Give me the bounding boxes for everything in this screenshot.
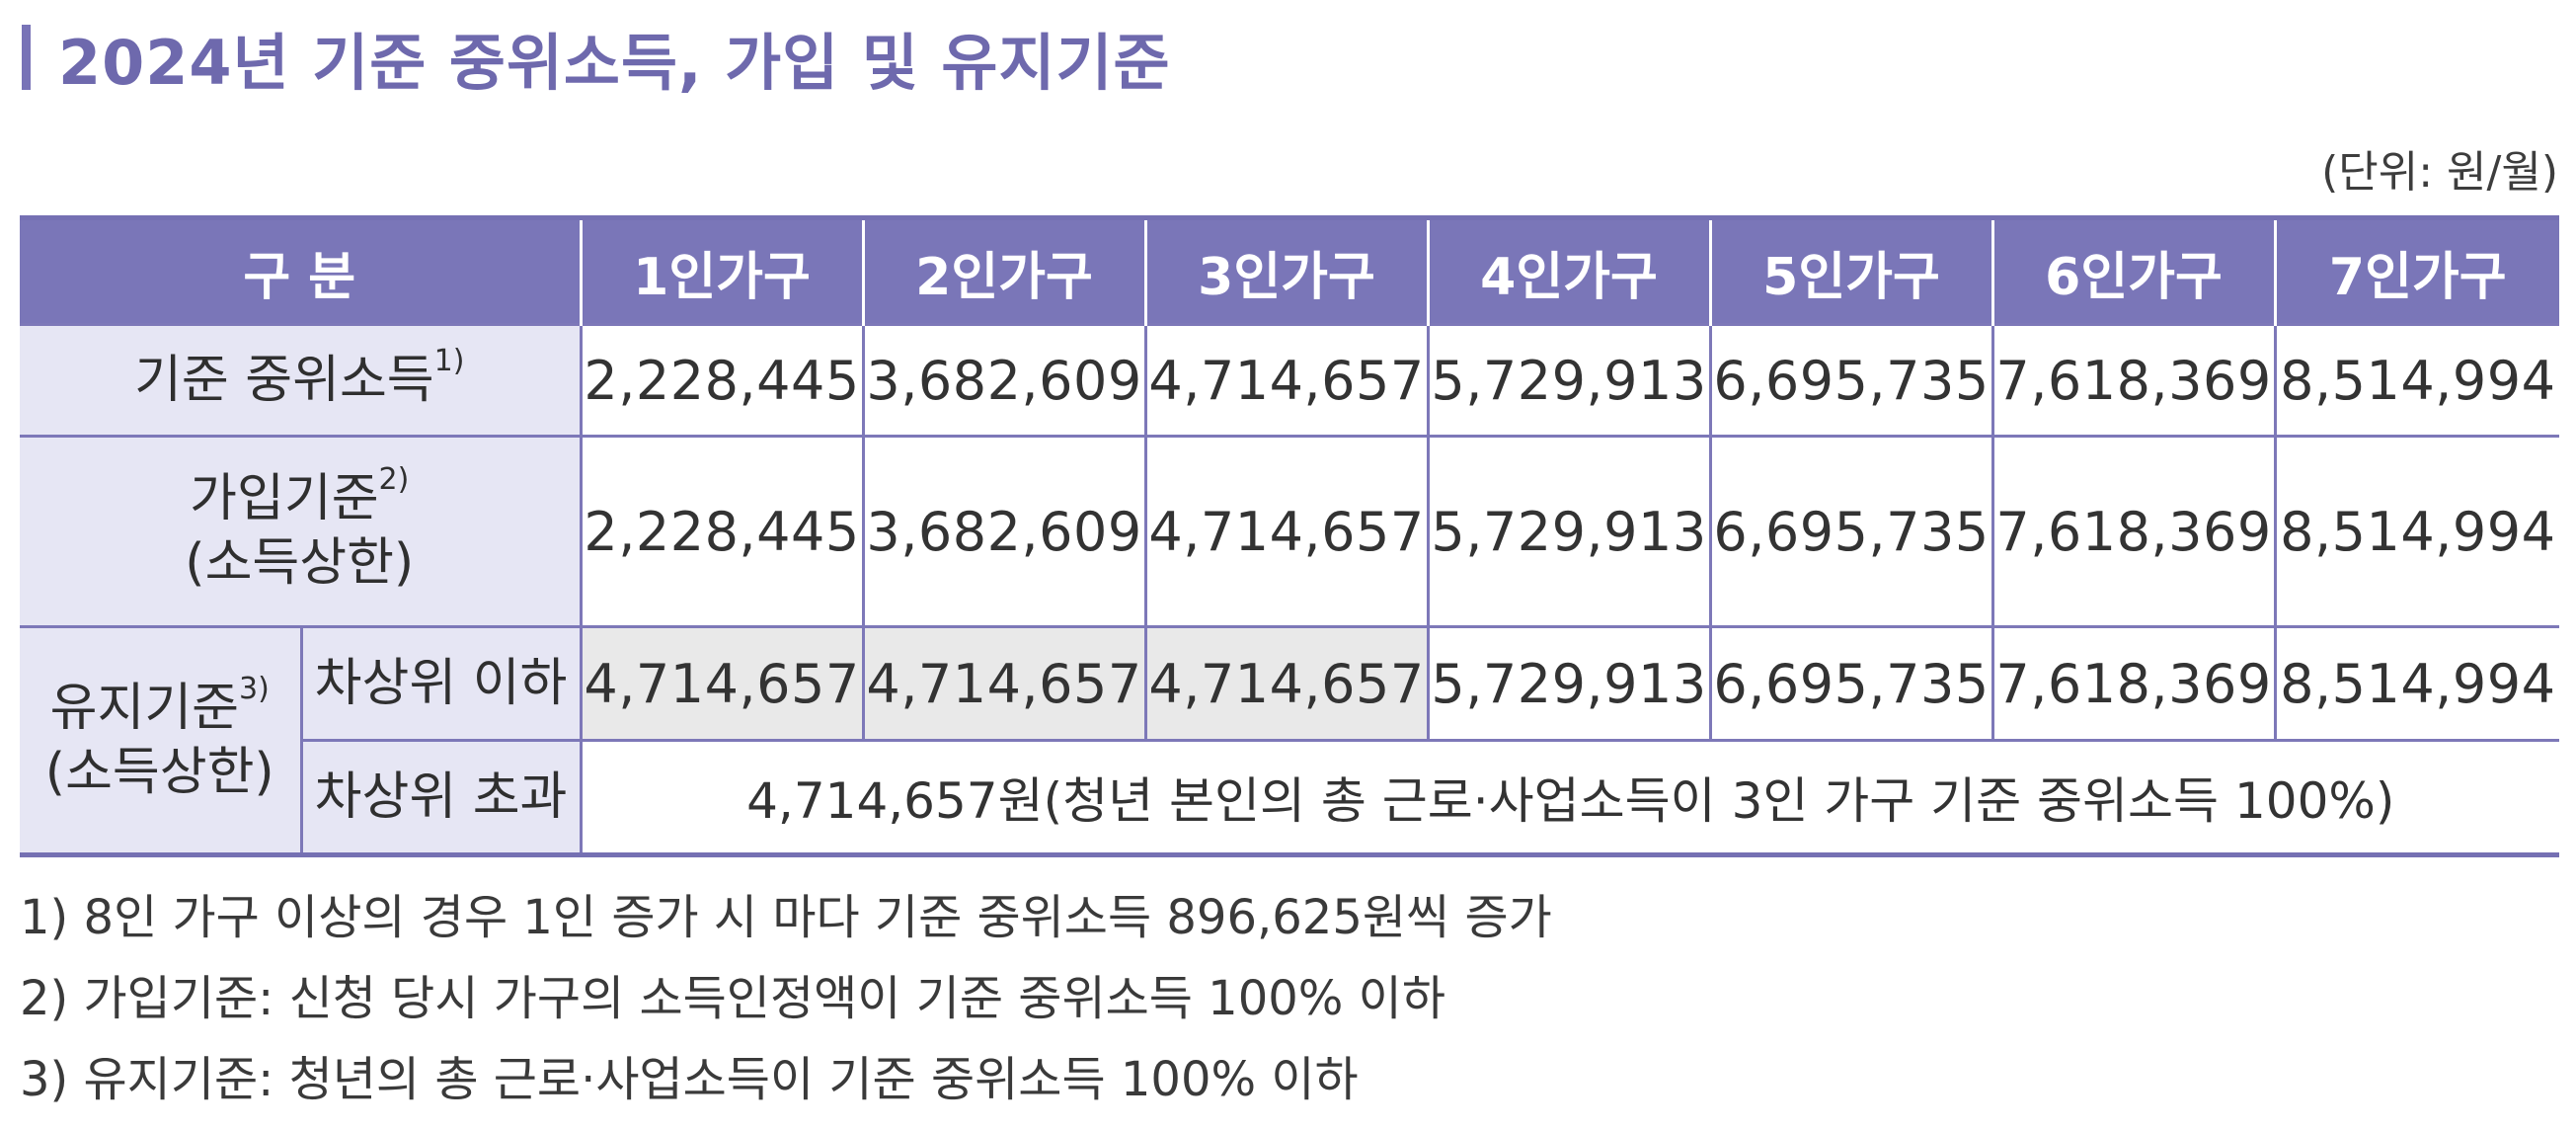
- table-cell: 4,714,657: [861, 625, 1147, 742]
- header-col: 7인가구: [2275, 217, 2560, 325]
- row-label: 기준 중위소득1): [20, 323, 583, 438]
- table-cell: 5,729,913: [1426, 435, 1712, 628]
- table-cell: 6,695,735: [1708, 323, 1994, 438]
- table-cell: 3,682,609: [861, 435, 1147, 628]
- header-col: 5인가구: [1710, 217, 1994, 325]
- row-group-label: 유지기준3) (소득상한): [20, 625, 303, 856]
- table-cell: 7,618,369: [1991, 625, 2277, 742]
- table-cell: 5,729,913: [1426, 625, 1712, 742]
- table-row: 기준 중위소득1) 2,228,445 3,682,609 4,714,657 …: [20, 323, 2560, 438]
- table-cell: 5,729,913: [1426, 323, 1712, 438]
- table-cell: 7,618,369: [1991, 435, 2277, 628]
- header-col: 3인가구: [1145, 217, 1430, 325]
- table-cell: 8,514,994: [2273, 323, 2560, 438]
- header-col: 4인가구: [1428, 217, 1712, 325]
- table-cell: 8,514,994: [2273, 625, 2560, 742]
- table-cell: 6,695,735: [1708, 625, 1994, 742]
- title-accent-bar: [22, 25, 31, 90]
- income-table: 구 분 1인가구 2인가구 3인가구 4인가구 5인가구 6인가구 7인가구 기…: [20, 215, 2560, 857]
- title-text: 2024년 기준 중위소득, 가입 및 유지기준: [58, 27, 1171, 99]
- header-row: 구 분 1인가구 2인가구 3인가구 4인가구 5인가구 6인가구 7인가구: [20, 217, 2560, 325]
- footnote: 1) 8인 가구 이상의 경우 1인 증가 시 마다 기준 중위소득 896,6…: [20, 890, 1552, 945]
- table-cell: 6,695,735: [1708, 435, 1994, 628]
- merged-cell: 4,714,657원(청년 본인의 총 근로·사업소득이 3인 가구 기준 중위…: [579, 739, 2560, 856]
- unit-label: (단위: 원/월): [2321, 147, 2558, 198]
- header-col: 2인가구: [863, 217, 1147, 325]
- table-cell: 4,714,657: [579, 625, 865, 742]
- table-cell: 3,682,609: [861, 323, 1147, 438]
- header-col: 1인가구: [581, 217, 865, 325]
- table-cell: 2,228,445: [579, 435, 865, 628]
- table-cell: 4,714,657: [1143, 625, 1430, 742]
- table-row: 유지기준3) (소득상한) 차상위 이하 4,714,657 4,714,657 …: [20, 625, 2560, 856]
- table-row: 차상위 초과 4,714,657원(청년 본인의 총 근로·사업소득이 3인 가…: [20, 739, 2560, 856]
- table-cell: 2,228,445: [579, 323, 865, 438]
- header-col: 6인가구: [1992, 217, 2277, 325]
- row-sublabel: 차상위 이하: [299, 625, 583, 742]
- row-label: 가입기준2) (소득상한): [20, 435, 583, 628]
- row-sublabel: 차상위 초과: [301, 739, 583, 856]
- header-corner: 구 분: [20, 217, 583, 325]
- table-cell: 4,714,657: [1143, 323, 1430, 438]
- page-title: 2024년 기준 중위소득, 가입 및 유지기준: [22, 18, 1171, 99]
- table-cell: 8,514,994: [2273, 435, 2560, 628]
- table-cell: 4,714,657: [1143, 435, 1430, 628]
- table-row: 가입기준2) (소득상한) 2,228,445 3,682,609 4,714,6…: [20, 435, 2560, 628]
- footnote: 2) 가입기준: 신청 당시 가구의 소득인정액이 기준 중위소득 100% 이…: [20, 971, 1445, 1026]
- footnotes: 1) 8인 가구 이상의 경우 1인 증가 시 마다 기준 중위소득 896,6…: [20, 877, 1552, 1120]
- table-cell: 7,618,369: [1991, 323, 2277, 438]
- footnote: 3) 유지기준: 청년의 총 근로·사업소득이 기준 중위소득 100% 이하: [20, 1052, 1359, 1107]
